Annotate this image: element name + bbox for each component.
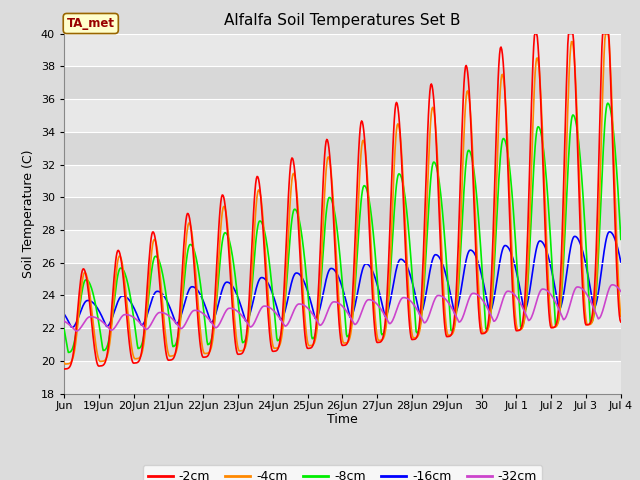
-16cm bbox=[401, 259, 408, 264]
Title: Alfalfa Soil Temperatures Set B: Alfalfa Soil Temperatures Set B bbox=[224, 13, 461, 28]
-4cm bbox=[617, 313, 625, 319]
Bar bbox=[64, 132, 621, 165]
Bar bbox=[64, 361, 621, 394]
-8cm bbox=[277, 332, 285, 337]
Line: -32cm: -32cm bbox=[64, 285, 621, 331]
-4cm bbox=[61, 361, 69, 367]
Bar bbox=[64, 295, 621, 328]
-32cm bbox=[617, 288, 625, 294]
-32cm bbox=[277, 317, 285, 323]
-4cm bbox=[401, 203, 408, 209]
-16cm bbox=[68, 325, 76, 331]
-4cm bbox=[60, 360, 68, 365]
-2cm bbox=[531, 31, 539, 36]
Text: TA_met: TA_met bbox=[67, 17, 115, 30]
Bar bbox=[64, 328, 621, 361]
Line: -2cm: -2cm bbox=[64, 34, 621, 369]
-8cm bbox=[401, 190, 408, 196]
-4cm bbox=[126, 332, 134, 337]
Bar bbox=[64, 230, 621, 263]
-16cm bbox=[228, 283, 236, 289]
-16cm bbox=[277, 317, 285, 323]
-16cm bbox=[256, 276, 264, 281]
Bar bbox=[64, 197, 621, 230]
-2cm bbox=[431, 115, 439, 120]
Bar bbox=[64, 263, 621, 295]
-2cm bbox=[60, 366, 68, 372]
-8cm bbox=[126, 292, 134, 298]
-32cm bbox=[432, 295, 440, 300]
-2cm bbox=[617, 319, 625, 325]
Line: -4cm: -4cm bbox=[64, 34, 621, 364]
-32cm bbox=[72, 328, 80, 334]
-2cm bbox=[255, 180, 263, 186]
-8cm bbox=[604, 100, 612, 106]
-16cm bbox=[60, 311, 68, 317]
X-axis label: Time: Time bbox=[327, 413, 358, 426]
-8cm bbox=[256, 218, 264, 224]
Bar bbox=[64, 165, 621, 197]
-8cm bbox=[65, 349, 72, 355]
-8cm bbox=[60, 326, 68, 332]
Bar bbox=[64, 34, 621, 66]
-8cm bbox=[432, 162, 440, 168]
-32cm bbox=[256, 308, 264, 313]
-16cm bbox=[617, 259, 625, 265]
-32cm bbox=[60, 318, 68, 324]
-2cm bbox=[228, 294, 236, 300]
-8cm bbox=[617, 237, 625, 242]
Bar bbox=[64, 66, 621, 99]
-4cm bbox=[602, 31, 609, 36]
Legend: -2cm, -4cm, -8cm, -16cm, -32cm: -2cm, -4cm, -8cm, -16cm, -32cm bbox=[143, 465, 542, 480]
-32cm bbox=[126, 312, 134, 318]
Line: -16cm: -16cm bbox=[64, 232, 621, 328]
-32cm bbox=[228, 306, 236, 312]
-2cm bbox=[400, 206, 408, 212]
-4cm bbox=[228, 287, 236, 292]
Line: -8cm: -8cm bbox=[64, 103, 621, 352]
-4cm bbox=[256, 190, 264, 195]
Bar bbox=[64, 99, 621, 132]
-32cm bbox=[401, 295, 408, 300]
-32cm bbox=[608, 282, 616, 288]
-8cm bbox=[228, 253, 236, 259]
-2cm bbox=[125, 340, 133, 346]
-16cm bbox=[432, 252, 440, 258]
-16cm bbox=[126, 299, 134, 304]
-16cm bbox=[606, 229, 614, 235]
-2cm bbox=[276, 336, 284, 341]
-4cm bbox=[277, 337, 285, 343]
Y-axis label: Soil Temperature (C): Soil Temperature (C) bbox=[22, 149, 35, 278]
-4cm bbox=[432, 125, 440, 131]
